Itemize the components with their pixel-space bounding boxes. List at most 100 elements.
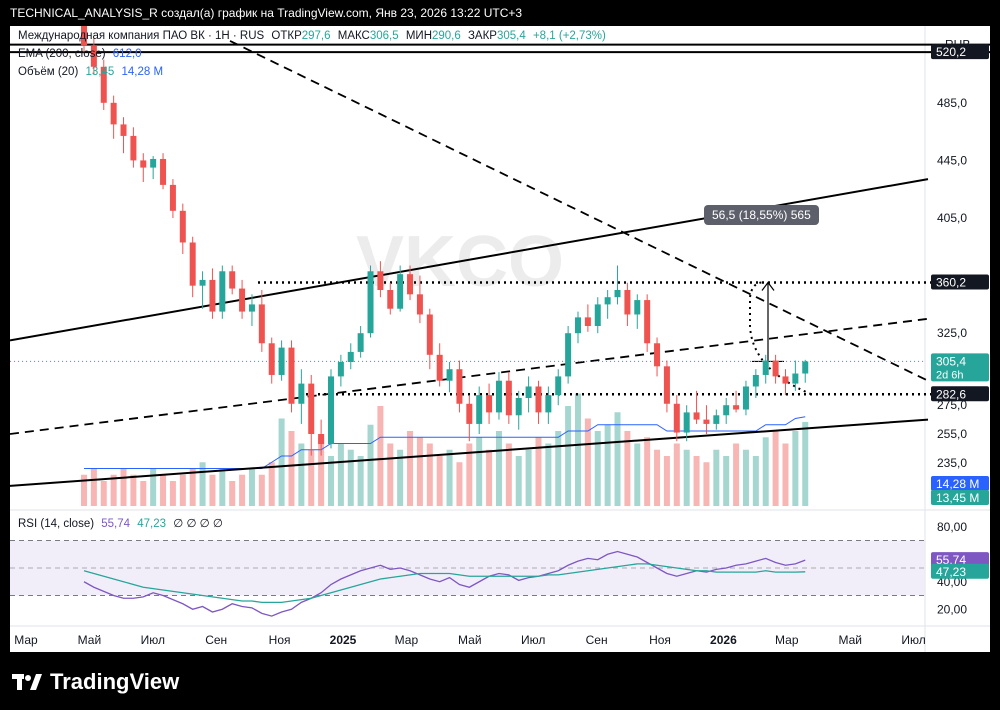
legend-rsi-extra: ∅ ∅ ∅ ∅ [173, 518, 223, 530]
legend-close: 305,4 [496, 30, 526, 42]
candle-body [347, 351, 354, 362]
price-mark-label: 360,2 [936, 276, 966, 290]
candle-body [644, 300, 651, 344]
legend-close-label: ЗАКР [467, 30, 497, 42]
candle-body [723, 405, 730, 416]
volume-bar [160, 474, 167, 506]
price-mark-badge [931, 490, 989, 505]
volume-bar [150, 468, 157, 506]
volume-bar [189, 468, 196, 506]
candle-body [268, 343, 275, 375]
volume-bar [555, 431, 562, 506]
volume-bar [772, 431, 779, 506]
candle-body [456, 369, 463, 404]
volume-bar [644, 437, 651, 506]
volume-bar [584, 418, 591, 506]
time-tick-label: Ноя [649, 633, 671, 647]
volume-bar [713, 449, 720, 506]
volume-bar [436, 456, 443, 506]
candle-body [614, 290, 621, 298]
candle-body [357, 333, 364, 352]
candle-body [318, 434, 325, 445]
candle-body [495, 380, 502, 413]
candle-body [189, 242, 196, 286]
chart-panel[interactable]: VKCO RUB485,0445,0405,0325,0275,0255,023… [10, 26, 990, 652]
volume-bar [723, 456, 730, 506]
candle-body [792, 373, 799, 384]
candle-body [337, 362, 344, 377]
candle-body [654, 343, 661, 367]
time-tick-label: Июл [521, 633, 545, 647]
candle-body [110, 102, 117, 125]
candle-body [209, 279, 216, 312]
measure-label: 56,5 (18,55%) 565 [704, 205, 819, 225]
volume-bar [357, 456, 364, 506]
rsi-mark-label: 47,23 [936, 565, 966, 579]
volume-bar [81, 474, 87, 506]
channel-mid-dashed [10, 317, 929, 435]
volume-bar [377, 406, 384, 506]
candle-body [140, 160, 147, 168]
candle-body [377, 271, 384, 290]
volume-bar [782, 443, 789, 506]
candle-body [733, 405, 740, 410]
volume-bar [397, 449, 404, 506]
rsi-mark-badge [931, 552, 989, 568]
volume-bar [258, 474, 265, 506]
candle-body [100, 66, 107, 103]
legend-ema-value: 612,0 [112, 48, 142, 60]
volume-bar [407, 431, 414, 506]
volume-bar [535, 437, 542, 506]
candle-body [199, 279, 206, 286]
volume-bar [229, 481, 236, 506]
legend-volume-value: 13,45 [85, 66, 115, 78]
candle-body [565, 333, 572, 377]
candle-body [278, 347, 285, 375]
volume-bar [179, 474, 186, 506]
legend-open-label: ОТКР [271, 30, 302, 42]
volume-bar [634, 443, 641, 506]
legend-rsi: RSI (14, close) 55,74 47,23 ∅ ∅ ∅ ∅ [18, 516, 223, 530]
volume-bar [416, 437, 423, 506]
legend-open: 297,6 [301, 30, 331, 42]
time-tick-label: Июл [141, 633, 165, 647]
candle-body [288, 347, 295, 404]
volume-bar [673, 443, 680, 506]
candle-body [535, 386, 542, 413]
volume-bar [505, 443, 512, 506]
candle-body [308, 383, 315, 434]
volume-bar [693, 456, 700, 506]
time-tick-label: Сен [205, 633, 227, 647]
price-mark-badge [931, 274, 989, 290]
volume-bar [575, 393, 581, 506]
volume-bar [268, 462, 275, 506]
candle-body [584, 317, 591, 326]
candle-body [683, 412, 690, 433]
rsi-mark-badge [931, 563, 989, 579]
time-tick-label: Мар [775, 633, 799, 647]
volume-bar [140, 481, 147, 506]
volume-bar [446, 449, 453, 506]
price-tick-label: 235,0 [937, 456, 967, 470]
legend-high: 306,5 [369, 30, 399, 42]
rsi-ma-line [83, 563, 806, 604]
candle-body [673, 403, 680, 433]
chart-svg[interactable]: VKCO RUB485,0445,0405,0325,0275,0255,023… [10, 26, 990, 652]
price-tick-label: 405,0 [937, 211, 967, 225]
time-tick-label: 2026 [710, 633, 737, 647]
candle-body [624, 290, 631, 315]
volume-bar [288, 431, 295, 506]
volume-bar [604, 424, 611, 506]
candle-body [515, 398, 522, 416]
legend-rsi-ma: 47,23 [137, 518, 167, 530]
price-mark-badge [931, 44, 989, 60]
time-tick-label: Мар [395, 633, 419, 647]
measure-arrowhead [761, 281, 775, 291]
tradingview-logo-icon [12, 674, 42, 690]
volume-bar [466, 443, 473, 506]
volume-bar [219, 468, 226, 506]
candle-body [90, 45, 97, 67]
brand-logo[interactable]: TradingView [12, 668, 179, 696]
volume-bar [308, 449, 315, 506]
channel-lower-line [10, 418, 929, 487]
